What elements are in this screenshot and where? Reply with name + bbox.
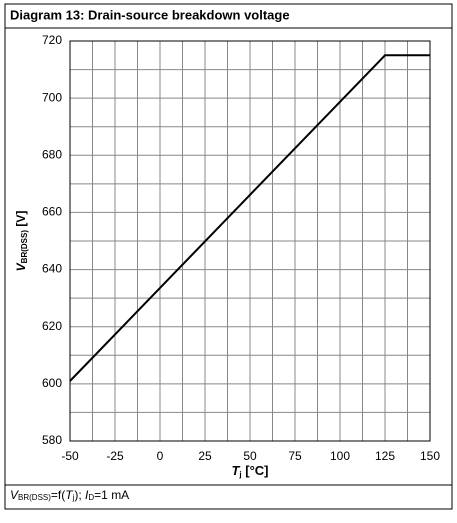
x-tick-label: 100 bbox=[330, 449, 350, 463]
footer-part: =f( bbox=[51, 488, 65, 502]
y-tick-label: 620 bbox=[42, 319, 62, 333]
x-tick-label: 75 bbox=[288, 449, 302, 463]
x-tick-label: -25 bbox=[106, 449, 124, 463]
x-tick-label: 0 bbox=[157, 449, 164, 463]
footer-part: =1 mA bbox=[94, 488, 129, 502]
y-tick-label: 660 bbox=[42, 205, 62, 219]
y-tick-label: 640 bbox=[42, 262, 62, 276]
x-tick-label: 25 bbox=[198, 449, 212, 463]
y-label-symbol: V bbox=[14, 262, 28, 271]
x-tick-label: 50 bbox=[243, 449, 257, 463]
footer-part: D bbox=[88, 493, 94, 502]
y-axis-label: VBR(DSS) [V] bbox=[14, 211, 29, 272]
x-axis-label: Tj [°C] bbox=[231, 463, 268, 479]
footer-part: ); bbox=[74, 488, 85, 502]
plot-border bbox=[69, 40, 431, 442]
data-line bbox=[69, 54, 430, 382]
footer-part: BR(DSS) bbox=[18, 493, 51, 502]
x-tick-label: 150 bbox=[420, 449, 440, 463]
x-tick-label: -50 bbox=[61, 449, 79, 463]
frame bbox=[4, 3, 453, 510]
chart-title: Diagram 13: Drain-source breakdown volta… bbox=[10, 7, 290, 22]
y-tick-label: 580 bbox=[42, 433, 62, 447]
x-label-symbol: T bbox=[231, 463, 240, 478]
y-tick-label: 720 bbox=[42, 33, 62, 47]
footer-note: VBR(DSS)=f(Tj); ID=1 mA bbox=[10, 488, 129, 502]
footer-part: T bbox=[65, 488, 74, 502]
x-label-sub: j bbox=[238, 470, 241, 479]
y-tick-label: 700 bbox=[42, 90, 62, 104]
y-label-sub: BR(DSS) bbox=[20, 230, 29, 264]
y-label-unit: [V] bbox=[14, 211, 28, 230]
x-label-unit: [°C] bbox=[242, 463, 269, 478]
footer-part: V bbox=[10, 488, 19, 502]
footer-part: j bbox=[72, 493, 75, 502]
y-tick-label: 600 bbox=[42, 376, 62, 390]
footer-part: I bbox=[85, 488, 89, 502]
y-tick-label: 680 bbox=[42, 147, 62, 161]
x-tick-label: 125 bbox=[375, 449, 395, 463]
